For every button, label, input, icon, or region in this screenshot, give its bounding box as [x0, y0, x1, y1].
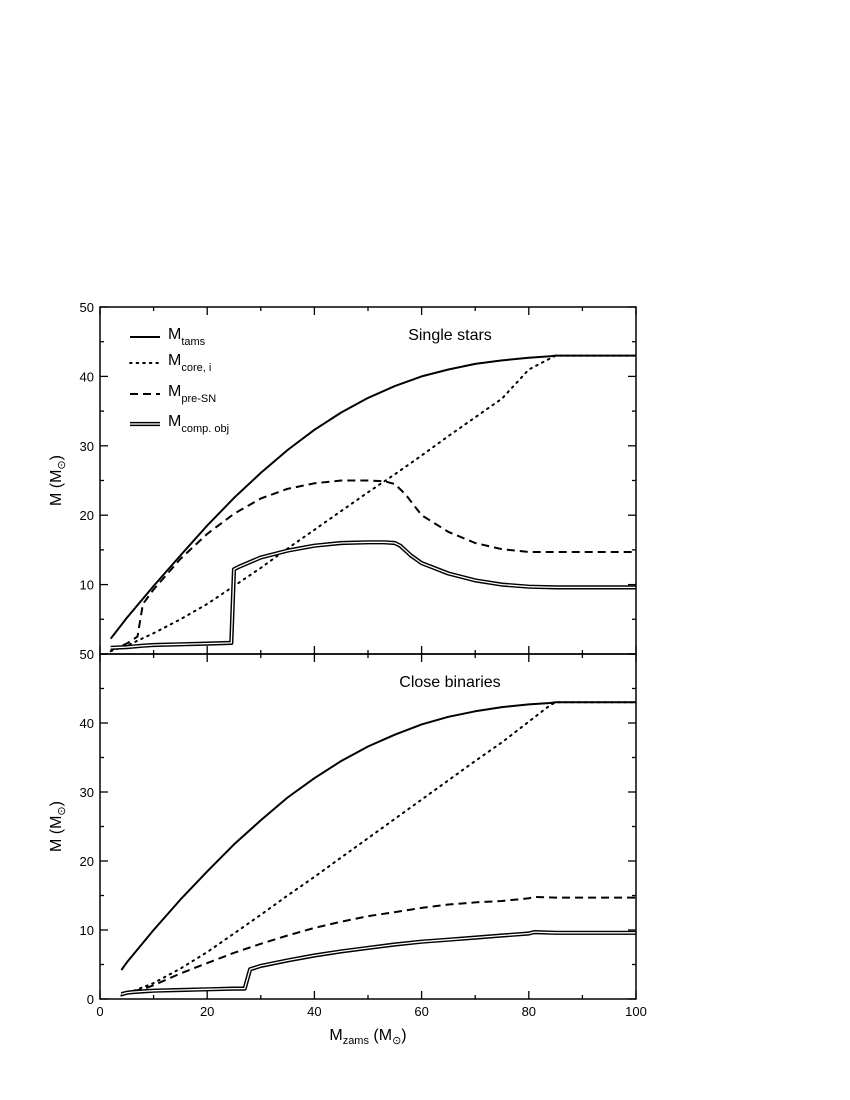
y-tick-label: 40 — [80, 369, 94, 384]
close-binaries-panel: 0 10 20 30 40 50 Close binaries M (M⊙) — [48, 647, 637, 1007]
legend-item-core: Mcore, i — [129, 352, 211, 374]
y-tick-label: 20 — [80, 854, 94, 869]
x-axis: 0 20 40 60 80 100 — [96, 1004, 646, 1019]
close-binaries-y-axis-label: M (M⊙) — [48, 801, 68, 852]
x-tick-label: 80 — [522, 1004, 536, 1019]
single-stars-tams-line — [109, 354, 636, 640]
close-binaries-comp-obj-inner — [121, 931, 636, 995]
close-binaries-title: Close binaries — [399, 674, 500, 691]
single-stars-comp-obj-line — [110, 540, 636, 650]
x-tick-label: 20 — [200, 1004, 214, 1019]
single-stars-core-line — [109, 354, 637, 653]
single-stars-comp-obj-outer — [110, 540, 636, 650]
y-tick-label: 30 — [80, 785, 94, 800]
legend-label: Mpre-SN — [168, 383, 216, 405]
single-stars-preSN-line — [110, 479, 636, 652]
y-tick-label: 10 — [80, 923, 94, 938]
close-binaries-preSN-line — [120, 895, 636, 996]
legend-item-preSN: Mpre-SN — [130, 383, 216, 405]
legend-item-comp: Mcomp. obj — [130, 413, 229, 435]
y-tick-label: 20 — [80, 508, 94, 523]
y-tick-label: 0 — [87, 992, 94, 1007]
x-tick-label: 0 — [96, 1004, 103, 1019]
y-tick-label: 50 — [80, 300, 94, 315]
single-stars-comp-obj-inner — [110, 541, 636, 649]
close-binaries-comp-obj-outer — [120, 930, 636, 997]
legend-label: Mcore, i — [168, 352, 211, 374]
legend-item-tams: Mtams — [130, 326, 206, 348]
y-tick-label: 40 — [80, 716, 94, 731]
y-tick-label: 10 — [80, 578, 94, 593]
single-stars-series — [109, 354, 637, 653]
close-binaries-series — [120, 701, 637, 997]
legend: Mtams Mcore, i Mpre-SN Mcomp. obj — [129, 326, 229, 435]
close-binaries-ticks: 0 10 20 30 40 50 — [80, 647, 637, 1007]
single-stars-panel: 10 20 30 40 50 Single stars M (M⊙) — [48, 300, 637, 655]
close-binaries-core-line — [120, 701, 637, 997]
x-tick-label: 40 — [307, 1004, 321, 1019]
legend-label: Mcomp. obj — [168, 413, 229, 435]
y-tick-label: 30 — [80, 439, 94, 454]
x-axis-label: Mzams (M⊙) — [329, 1027, 406, 1047]
close-binaries-comp-obj-line — [120, 930, 636, 997]
legend-label: Mtams — [168, 326, 206, 348]
x-tick-label: 100 — [625, 1004, 647, 1019]
single-stars-title: Single stars — [408, 327, 492, 344]
y-tick-label: 50 — [80, 647, 94, 662]
x-tick-label: 60 — [414, 1004, 428, 1019]
single-stars-y-axis-label: M (M⊙) — [48, 455, 68, 506]
close-binaries-tams-line — [120, 701, 636, 971]
single-stars-ticks: 10 20 30 40 50 — [80, 300, 637, 655]
